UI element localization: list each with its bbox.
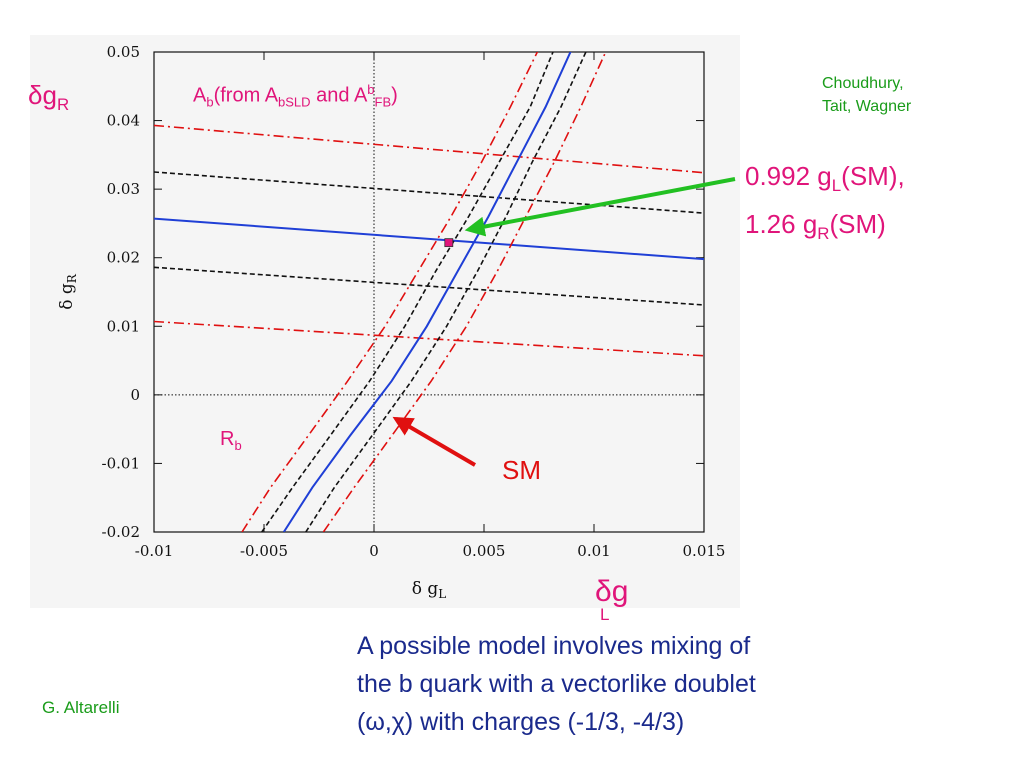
corner-dgr-label: δgR: [28, 80, 70, 115]
x-tick-label: -0.005: [240, 542, 288, 560]
series-Rb-band-1sigma-6: [261, 52, 554, 532]
caption: A possible model involves mixing of the …: [357, 627, 917, 741]
dgl-big-label: δg L: [595, 574, 635, 624]
author-credit: G. Altarelli: [42, 698, 120, 717]
fit-point-marker: [444, 238, 454, 248]
y-tick-label: 0: [130, 386, 140, 404]
series-Ab-central-0: [154, 217, 704, 261]
authors-credit: Choudhury, Tait, Wagner: [822, 72, 911, 118]
y-tick-label: 0.03: [107, 180, 140, 198]
y-tick-label: 0.01: [107, 317, 140, 335]
caption-line-2: the b quark with a vectorlike doublet: [357, 670, 756, 698]
red-arrow: [392, 416, 477, 467]
series-Ab-band-2sigma-4: [154, 320, 704, 357]
y-axis-label-sub: R: [65, 273, 79, 283]
series-Rb-band-2sigma-8: [241, 52, 539, 532]
y-tick-label: -0.01: [102, 454, 140, 472]
x-tick-label: 0: [369, 542, 379, 560]
authors-line-2: Tait, Wagner: [822, 98, 912, 115]
sm-label: SM: [502, 455, 541, 485]
series-Ab-band-1sigma-2: [154, 266, 704, 306]
dgl-big-sub: L: [600, 605, 610, 624]
green-arrow: [464, 177, 736, 237]
x-tick-label: 0.005: [463, 542, 506, 560]
y-tick-label: 0.04: [107, 112, 140, 130]
caption-line-3: (ω,χ) with charges (-1/3, -4/3): [357, 708, 685, 736]
plot-panel: -0.01 -0.005 0 0.005 0.01 0.015 -0.02 -0.01 0 0.0…: [30, 35, 740, 608]
series-group: [154, 52, 704, 532]
x-tick-label: 0.01: [577, 542, 610, 560]
fit-point-line-2: 1.26 gR(SM): [745, 209, 886, 244]
y-axis-label: δ gR: [57, 273, 79, 310]
chart-svg: -0.01 -0.005 0 0.005 0.01 0.015-0.02-0.0100.0…: [57, 43, 736, 601]
authors-line-1: Choudhury,: [822, 75, 904, 92]
series-Rb-band-2sigma-9: [322, 52, 607, 532]
plot-frame: [153, 51, 705, 533]
dgl-big-main: δg: [595, 575, 629, 608]
fit-point-label: 0.992 gL(SM), 1.26 gR(SM): [745, 157, 905, 253]
series-Rb-band-1sigma-7: [305, 52, 587, 532]
caption-line-1: A possible model involves mixing of: [357, 632, 751, 660]
x-tick-label: 0.015: [683, 542, 726, 560]
ab-band-label: Ab(from AbSLD and AbFB): [193, 82, 398, 110]
y-tick-label: 0.05: [107, 43, 140, 61]
x-tick-label: -0.01: [135, 542, 173, 560]
series-Ab-band-2sigma-3: [154, 124, 704, 174]
y-tick-label: 0.02: [107, 249, 140, 267]
x-axis-label: δ gL: [412, 579, 447, 601]
y-tick-label: -0.02: [102, 523, 140, 541]
x-axis-label-sub: L: [438, 587, 446, 601]
series-Ab-band-1sigma-1: [154, 171, 704, 214]
fit-point-line-1: 0.992 gL(SM),: [745, 161, 905, 196]
series-Rb-central-5: [282, 52, 572, 532]
rb-band-label: Rb: [220, 428, 242, 453]
